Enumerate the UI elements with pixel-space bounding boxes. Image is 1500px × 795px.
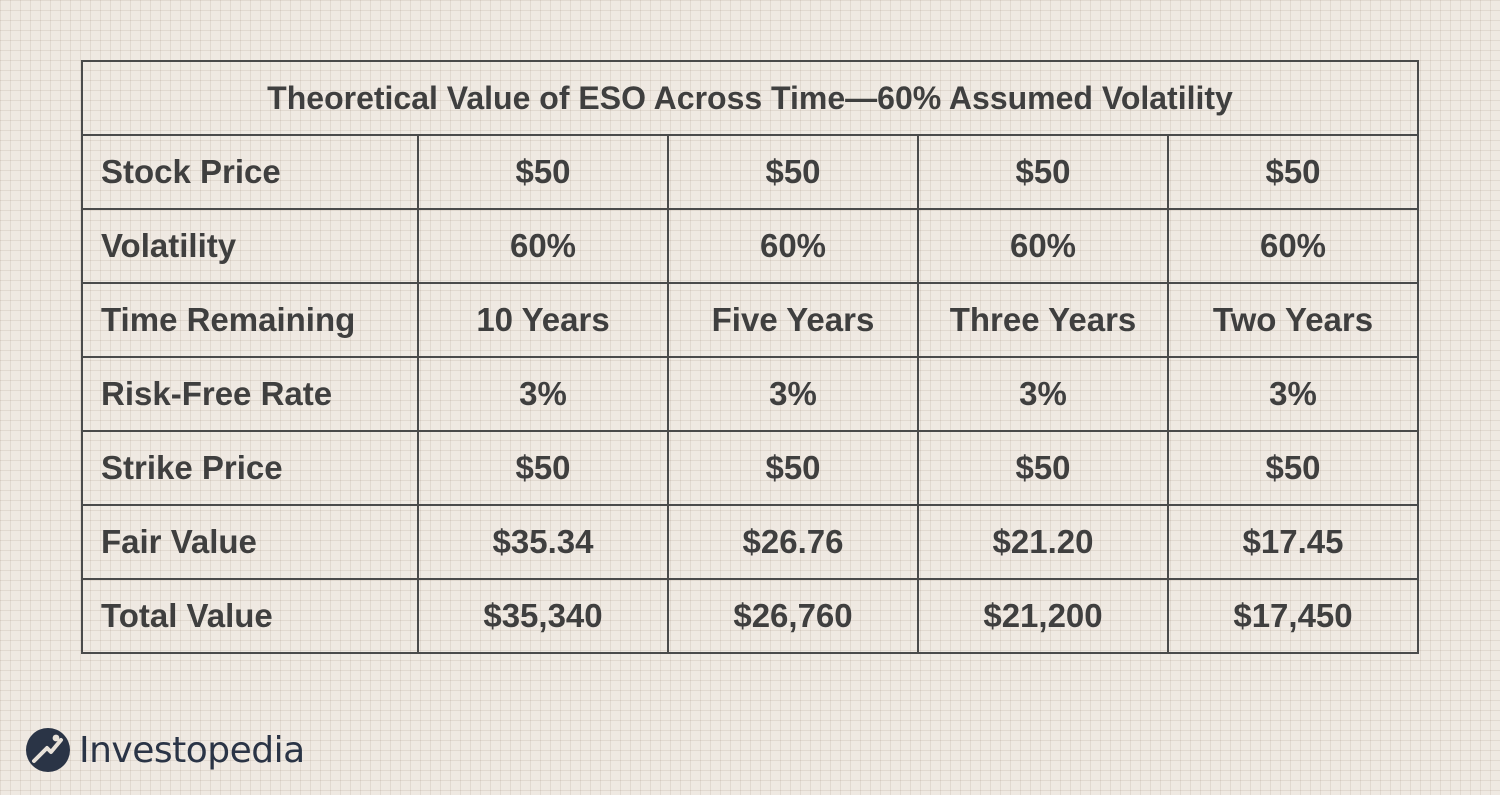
cell-time-remaining-col-1: 10 Years: [417, 282, 669, 358]
cell-total-value-col-2: $26,760: [667, 578, 919, 654]
table-row-total-value: Total Value $35,340 $26,760 $21,200 $17,450: [81, 578, 1419, 654]
cell-fair-value-col-1: $35.34: [417, 504, 669, 580]
cell-time-remaining-col-3: Three Years: [917, 282, 1169, 358]
table-row-strike-price: Strike Price $50 $50 $50 $50: [81, 430, 1419, 506]
logo-wordmark: Investopedia: [79, 729, 305, 771]
cell-risk-free-rate-col-1: 3%: [417, 356, 669, 432]
table-row-fair-value: Fair Value $35.34 $26.76 $21.20 $17.45: [81, 504, 1419, 580]
cell-time-remaining-col-2: Five Years: [667, 282, 919, 358]
row-label-volatility: Volatility: [81, 208, 419, 284]
cell-risk-free-rate-col-4: 3%: [1167, 356, 1419, 432]
cell-time-remaining-col-4: Two Years: [1167, 282, 1419, 358]
logo-trend-line: [32, 738, 63, 763]
eso-value-table: Theoretical Value of ESO Across Time—60%…: [81, 60, 1419, 654]
cell-strike-price-col-4: $50: [1167, 430, 1419, 506]
row-label-time-remaining: Time Remaining: [81, 282, 419, 358]
cell-fair-value-col-2: $26.76: [667, 504, 919, 580]
cell-strike-price-col-3: $50: [917, 430, 1169, 506]
logo-dot: [52, 734, 60, 742]
cell-fair-value-col-3: $21.20: [917, 504, 1169, 580]
cell-strike-price-col-2: $50: [667, 430, 919, 506]
cell-stock-price-col-2: $50: [667, 134, 919, 210]
table-body: Theoretical Value of ESO Across Time—60%…: [81, 60, 1419, 654]
row-label-stock-price: Stock Price: [81, 134, 419, 210]
investopedia-logo: Investopedia: [25, 726, 305, 774]
cell-stock-price-col-3: $50: [917, 134, 1169, 210]
cell-total-value-col-1: $35,340: [417, 578, 669, 654]
cell-strike-price-col-1: $50: [417, 430, 669, 506]
cell-stock-price-col-4: $50: [1167, 134, 1419, 210]
table-title: Theoretical Value of ESO Across Time—60%…: [81, 60, 1419, 136]
cell-stock-price-col-1: $50: [417, 134, 669, 210]
table-row-time-remaining: Time Remaining 10 Years Five Years Three Ye…: [81, 282, 1419, 358]
cell-volatility-col-2: 60%: [667, 208, 919, 284]
table-title-row: Theoretical Value of ESO Across Time—60%…: [81, 60, 1419, 136]
cell-total-value-col-4: $17,450: [1167, 578, 1419, 654]
row-label-strike-price: Strike Price: [81, 430, 419, 506]
cell-volatility-col-3: 60%: [917, 208, 1169, 284]
row-label-total-value: Total Value: [81, 578, 419, 654]
cell-risk-free-rate-col-3: 3%: [917, 356, 1169, 432]
cell-fair-value-col-4: $17.45: [1167, 504, 1419, 580]
investopedia-logo-icon: [26, 728, 70, 772]
cell-volatility-col-1: 60%: [417, 208, 669, 284]
row-label-fair-value: Fair Value: [81, 504, 419, 580]
cell-risk-free-rate-col-2: 3%: [667, 356, 919, 432]
row-label-risk-free-rate: Risk-Free Rate: [81, 356, 419, 432]
cell-total-value-col-3: $21,200: [917, 578, 1169, 654]
table-row-volatility: Volatility 60% 60% 60% 60%: [81, 208, 1419, 284]
table-row-risk-free-rate: Risk-Free Rate 3% 3% 3% 3%: [81, 356, 1419, 432]
cell-volatility-col-4: 60%: [1167, 208, 1419, 284]
table-row-stock-price: Stock Price $50 $50 $50 $50: [81, 134, 1419, 210]
